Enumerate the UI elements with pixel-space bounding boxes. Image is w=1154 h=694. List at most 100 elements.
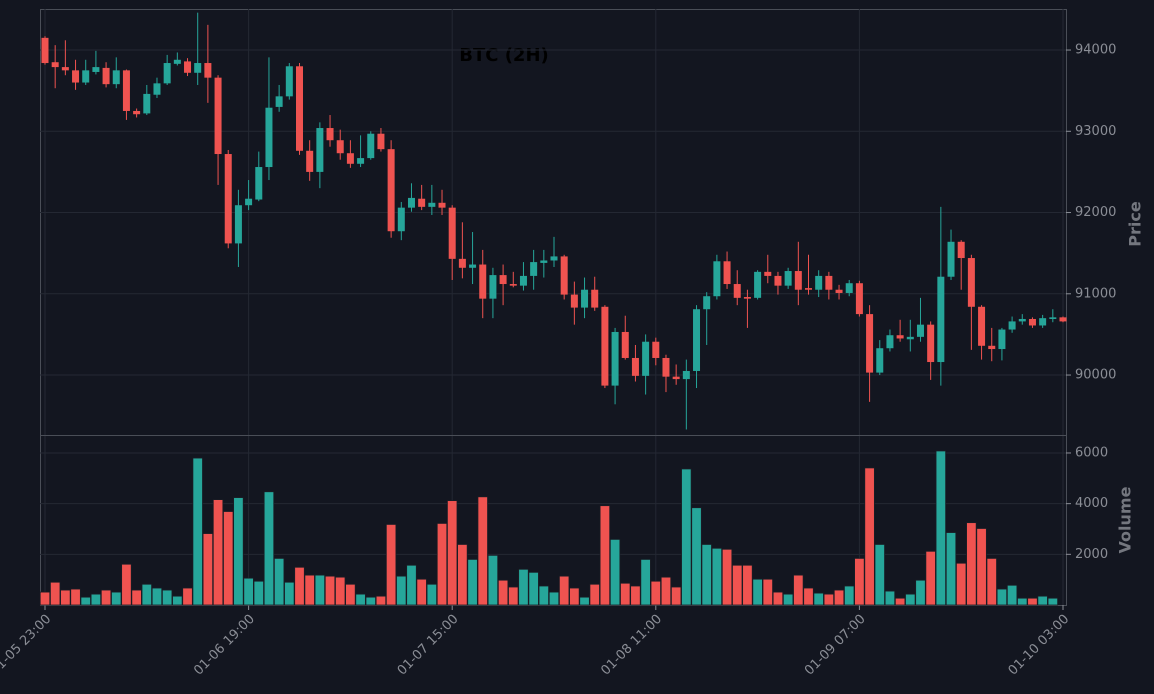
candle-body [82, 70, 90, 83]
volume-bar [192, 457, 203, 606]
volume-bar [365, 596, 376, 606]
volume-bar [100, 589, 112, 606]
volume-bar [223, 511, 234, 606]
volume-bar [599, 505, 611, 606]
volume-bar [406, 564, 417, 606]
volume-bar [111, 591, 122, 606]
volume-bar [670, 586, 682, 606]
candle-body [682, 370, 690, 380]
candle-body [703, 296, 711, 310]
volume-bar [833, 589, 845, 606]
candle-body [489, 275, 497, 299]
volume-bar [355, 593, 366, 606]
volume-bar [996, 588, 1008, 606]
candle-body [316, 128, 324, 172]
volume-bar [905, 593, 916, 606]
volume-bar [80, 596, 91, 606]
volume-bar [538, 585, 550, 606]
candle-body [550, 256, 558, 261]
volume-panel [40, 435, 1067, 606]
x-tick-label: 01-09 07:00 [802, 612, 869, 679]
volume-bar [589, 583, 600, 606]
volume-bar [172, 595, 183, 606]
volume-bar [90, 593, 102, 606]
volume-bar [161, 589, 173, 606]
candle-body [112, 70, 120, 85]
candle-body [469, 264, 477, 268]
candle-body [245, 198, 253, 206]
candle-body [285, 66, 293, 97]
y2-tick-label: 6000 [1075, 445, 1108, 460]
candle-body [499, 275, 507, 285]
volume-bar [864, 467, 875, 606]
candle-body [133, 110, 141, 115]
volume-bar [935, 450, 947, 606]
candle-body [387, 149, 395, 232]
volume-bar [630, 585, 641, 606]
candle-body [876, 348, 884, 373]
candle-body [754, 271, 762, 298]
volume-bar [1037, 595, 1048, 606]
candle-body [611, 331, 619, 386]
y2-tick-label: 4000 [1075, 496, 1108, 511]
candle-body [1059, 317, 1067, 322]
candle-body [916, 324, 924, 337]
volume-bar [304, 574, 315, 606]
candle-body [306, 150, 314, 172]
y-axis-label: Price [1126, 201, 1145, 247]
volume-bar [732, 564, 743, 606]
volume-bar [742, 564, 753, 606]
candle-body [143, 93, 151, 114]
volume-bar [711, 547, 723, 606]
volume-bar [528, 571, 539, 606]
candle-body [866, 314, 874, 373]
candle-body [805, 288, 812, 290]
y-tick-label: 90000 [1075, 368, 1116, 383]
y-tick-label: 94000 [1075, 43, 1116, 58]
candle-body [407, 197, 415, 208]
candle-body [336, 140, 344, 154]
volume-bar [49, 581, 61, 606]
volume-bar [925, 550, 936, 606]
candle-body [438, 202, 446, 208]
plot: 90000 91000 92000 93000 94000 2000 4000 6000 01-… [0, 9, 1116, 678]
volume-bar [813, 592, 824, 606]
volume-bar [477, 496, 488, 606]
volume-bar [131, 589, 142, 606]
volume-bar [782, 593, 794, 606]
volume-bar [681, 468, 692, 606]
candle-body [631, 357, 639, 376]
candle-body [1018, 318, 1026, 322]
candle-body [927, 324, 935, 363]
volume-bar [212, 499, 224, 606]
volume-bar [966, 522, 977, 606]
candle-body [204, 63, 212, 78]
volume-bar [233, 497, 244, 606]
volume-bar [548, 591, 560, 606]
volume-bar [273, 557, 285, 606]
candle-body [275, 96, 283, 107]
candle-body [234, 205, 242, 244]
volume-bar [569, 587, 580, 606]
candle-body [255, 167, 263, 200]
candle-body [723, 261, 731, 285]
candle-body [815, 275, 823, 290]
candle-body [163, 63, 171, 84]
candle-body [947, 241, 955, 277]
volume-bar [263, 491, 275, 606]
candle-body [652, 341, 660, 358]
candle-body [458, 258, 466, 268]
candle-body [214, 77, 222, 155]
candle-body [41, 37, 49, 64]
candle-body [591, 289, 599, 308]
volume-bar [345, 583, 356, 606]
candle-body [265, 107, 273, 168]
price-panel [40, 9, 1067, 436]
candle-body [61, 67, 69, 71]
volume-bar [385, 524, 397, 606]
candle-body [1028, 318, 1036, 326]
volume-bar [151, 587, 163, 606]
candle-body [988, 345, 996, 350]
candle-body [896, 335, 904, 339]
